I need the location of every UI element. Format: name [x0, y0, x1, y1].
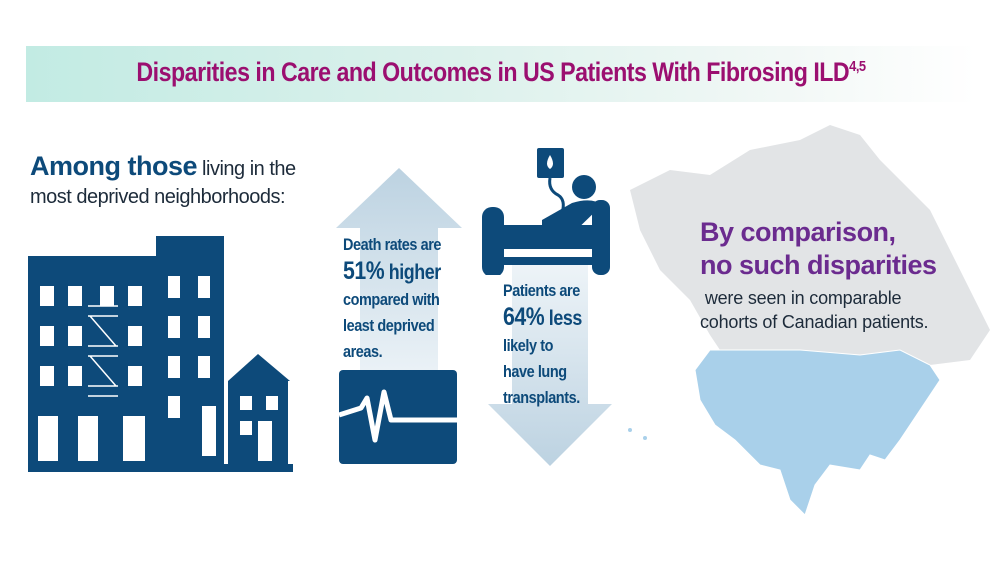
comparison-text: were seen in comparable cohorts of Canad…	[700, 288, 929, 332]
canada-map	[630, 125, 990, 365]
comparison-heading: By comparison, no such disparities	[700, 217, 937, 280]
citation-superscript: 4,5	[849, 58, 866, 75]
hospital-bed-patient-icon	[482, 148, 610, 275]
down-arrow-icon	[488, 262, 612, 466]
deprived-buildings-illustration	[28, 236, 293, 472]
transplant-percent: 64%	[503, 303, 545, 331]
heart-monitor-icon	[339, 370, 457, 464]
death-rate-stat: Death rates are 51% higher compared with…	[343, 235, 442, 361]
page-title: Disparities in Care and Outcomes in US P…	[136, 57, 866, 87]
neighborhood-heading: Among those living in the most deprived …	[30, 151, 296, 208]
title-banner: Disparities in Care and Outcomes in US P…	[26, 46, 976, 102]
us-map	[694, 349, 941, 516]
death-rate-percent: 51%	[343, 257, 385, 285]
transplant-stat: Patients are 64% less likely to have lun…	[503, 281, 582, 407]
up-arrow-icon	[336, 168, 462, 388]
north-america-map	[628, 125, 990, 516]
